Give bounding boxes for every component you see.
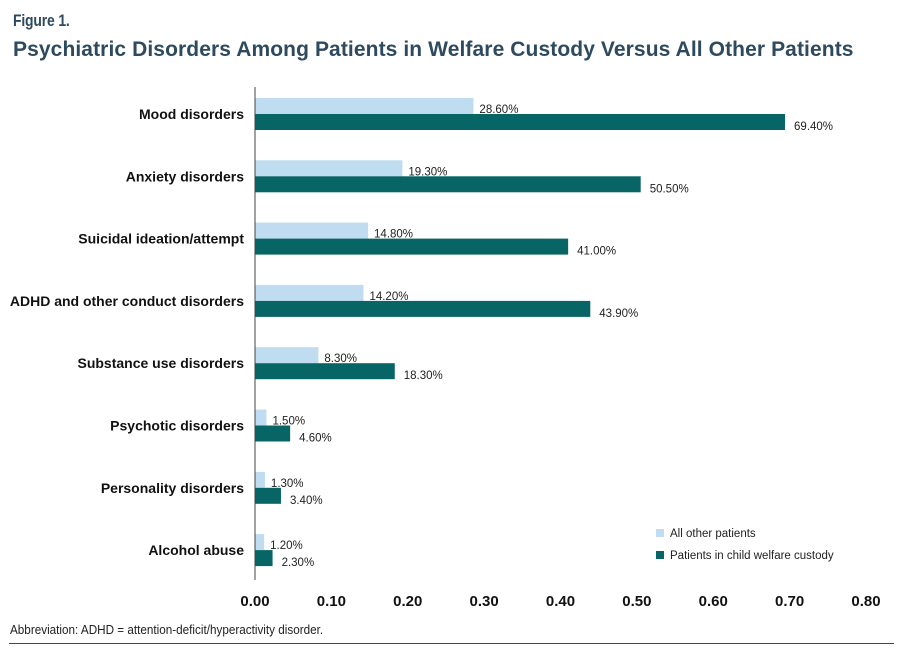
- bar-all-other-patients: [255, 160, 403, 177]
- bar-child-welfare-custody: [255, 176, 641, 193]
- bar-all-other-patients: [255, 222, 369, 239]
- category-label: Mood disorders: [139, 106, 244, 122]
- data-label: 18.30%: [404, 370, 443, 382]
- data-label: 4.60%: [299, 433, 332, 445]
- x-tick-label: 0.50: [622, 593, 651, 610]
- data-label: 1.50%: [272, 416, 305, 428]
- figure-label: Figure 1.: [13, 11, 70, 30]
- bar-child-welfare-custody: [255, 425, 291, 442]
- x-tick-labels: 0.00 0.10 0.20 0.30 0.40 0.50 0.60 0.70 0.80: [240, 593, 880, 610]
- category-labels: Mood disorders Anxiety disorders Suicidal …: [10, 106, 244, 558]
- bar-all-other-patients: [255, 284, 364, 301]
- data-label: 2.30%: [282, 557, 315, 569]
- data-label: 50.50%: [650, 183, 689, 195]
- data-label: 28.60%: [479, 104, 518, 116]
- data-label: 3.40%: [290, 495, 323, 507]
- bars-group: [255, 98, 786, 567]
- data-label: 69.40%: [794, 121, 833, 133]
- bar-all-other-patients: [255, 98, 474, 114]
- bar-all-other-patients: [255, 409, 267, 426]
- legend-label: Patients in child welfare custody: [670, 550, 834, 562]
- category-label: ADHD and other conduct disorders: [10, 293, 244, 309]
- data-label: 8.30%: [324, 353, 357, 365]
- data-label: 1.30%: [271, 478, 304, 490]
- category-label: Anxiety disorders: [126, 168, 244, 184]
- bar-child-welfare-custody: [255, 550, 273, 567]
- x-tick-label: 0.60: [699, 593, 728, 610]
- data-label: 1.20%: [270, 540, 303, 552]
- bar-child-welfare-custody: [255, 300, 591, 317]
- x-tick-label: 0.80: [851, 593, 880, 610]
- data-label: 19.30%: [408, 166, 447, 178]
- bar-all-other-patients: [255, 471, 265, 488]
- bar-child-welfare-custody: [255, 114, 786, 130]
- bar-child-welfare-custody: [255, 363, 395, 380]
- bar-child-welfare-custody: [255, 238, 569, 255]
- data-label: 41.00%: [577, 246, 616, 258]
- data-label: 14.20%: [369, 291, 408, 303]
- bar-child-welfare-custody: [255, 487, 281, 504]
- legend-label: All other patients: [670, 528, 756, 540]
- category-label: Personality disorders: [101, 480, 244, 496]
- x-tick-label: 0.30: [470, 593, 499, 610]
- legend-swatch: [656, 551, 664, 559]
- category-label: Psychotic disorders: [110, 418, 244, 434]
- bar-all-other-patients: [255, 534, 265, 551]
- figure-title: Psychiatric Disorders Among Patients in …: [13, 38, 854, 61]
- data-label: 43.90%: [599, 308, 638, 320]
- legend-swatch: [656, 529, 664, 537]
- data-label: 14.80%: [374, 229, 413, 241]
- category-label: Suicidal ideation/attempt: [78, 231, 244, 247]
- category-label: Alcohol abuse: [148, 542, 244, 558]
- x-tick-label: 0.40: [546, 593, 575, 610]
- legend: All other patients Patients in child welf…: [656, 528, 834, 562]
- bar-all-other-patients: [255, 347, 319, 364]
- value-labels: 28.60% 69.40% 19.30% 50.50% 14.80% 41.00% 14.2…: [270, 104, 833, 569]
- divider: [9, 643, 894, 644]
- x-tick-label: 0.20: [393, 593, 422, 610]
- category-label: Substance use disorders: [77, 355, 244, 371]
- x-tick-label: 0.10: [317, 593, 346, 610]
- footnote: Abbreviation: ADHD = attention-deficit/h…: [10, 622, 324, 637]
- x-tick-label: 0.00: [240, 593, 269, 610]
- x-tick-label: 0.70: [775, 593, 804, 610]
